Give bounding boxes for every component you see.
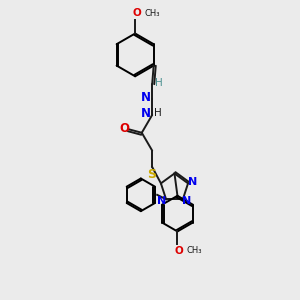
Text: H: H bbox=[155, 77, 163, 88]
Text: N: N bbox=[182, 196, 192, 206]
Text: N: N bbox=[157, 196, 167, 206]
Text: H: H bbox=[154, 108, 161, 118]
Text: O: O bbox=[120, 122, 130, 135]
Text: N: N bbox=[141, 92, 151, 104]
Text: S: S bbox=[147, 168, 156, 181]
Text: O: O bbox=[132, 8, 141, 18]
Text: CH₃: CH₃ bbox=[186, 246, 202, 255]
Text: N: N bbox=[188, 177, 197, 187]
Text: N: N bbox=[141, 107, 151, 120]
Text: O: O bbox=[174, 246, 183, 256]
Text: CH₃: CH₃ bbox=[145, 9, 160, 18]
